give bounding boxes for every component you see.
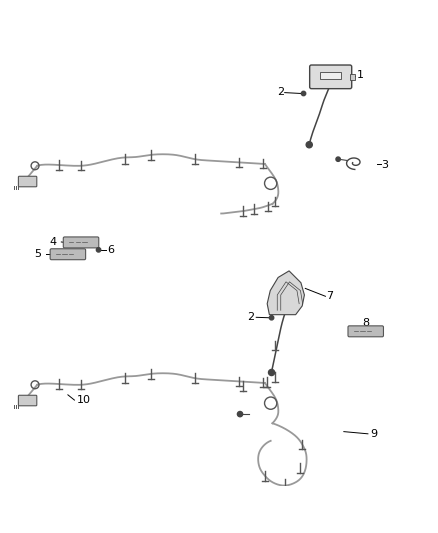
Circle shape [336,157,340,161]
Text: 10: 10 [77,395,91,405]
Circle shape [306,142,312,148]
Text: 3: 3 [381,160,388,170]
Polygon shape [267,271,304,314]
Text: 9: 9 [370,429,377,439]
Circle shape [269,316,274,320]
Bar [350,74,355,80]
Text: 4: 4 [50,237,57,247]
FancyBboxPatch shape [310,65,352,88]
FancyBboxPatch shape [18,176,37,187]
Text: 7: 7 [326,291,333,301]
Text: 2: 2 [278,87,285,97]
FancyBboxPatch shape [63,237,99,248]
FancyBboxPatch shape [348,326,384,337]
FancyBboxPatch shape [50,249,86,260]
Text: 2: 2 [247,312,254,322]
Text: 5: 5 [35,249,42,259]
Bar [320,72,341,79]
Circle shape [237,411,243,417]
Text: 1: 1 [357,70,364,79]
FancyBboxPatch shape [18,395,37,406]
Text: 6: 6 [107,245,114,255]
Circle shape [268,369,275,376]
Text: 8: 8 [362,318,369,328]
Circle shape [96,248,101,252]
Circle shape [301,91,306,96]
